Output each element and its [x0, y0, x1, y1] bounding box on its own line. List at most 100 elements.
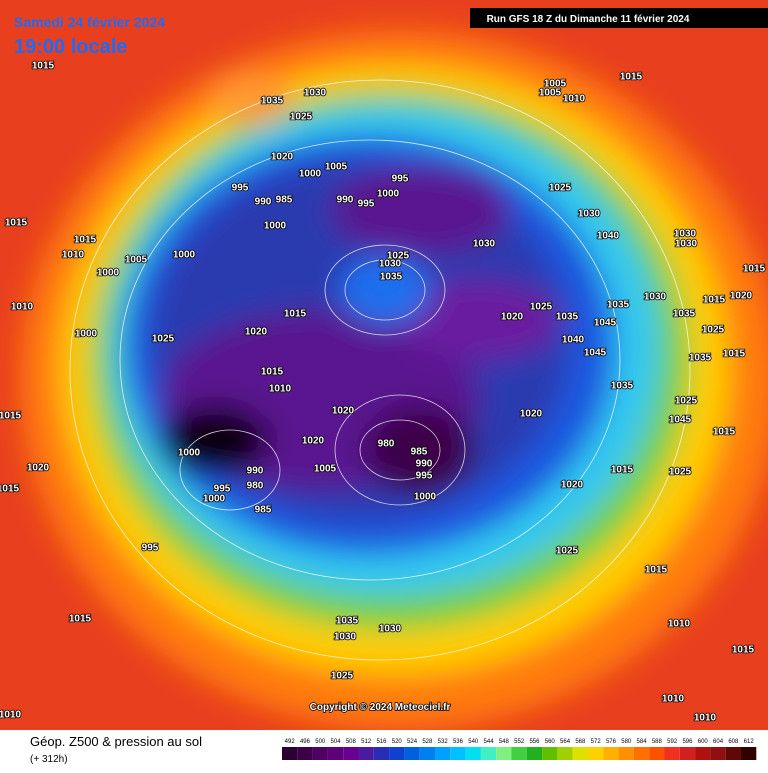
pressure-label: 1015	[69, 614, 92, 625]
geopotential-field	[0, 0, 768, 730]
pressure-label: 1030	[379, 624, 402, 635]
pressure-label: 1015	[0, 484, 20, 495]
scale-cell	[282, 747, 298, 760]
scale-cell	[419, 747, 435, 760]
pressure-label: 1020	[27, 463, 50, 474]
pressure-label: 1015	[703, 295, 726, 306]
pressure-label: 1035	[556, 312, 579, 323]
scale-cell	[679, 747, 696, 760]
pressure-label: 1035	[261, 96, 284, 107]
time: 19:00 locale	[14, 36, 127, 58]
pressure-label: 1030	[473, 239, 496, 250]
scale-label: 512	[361, 739, 372, 745]
scale-cell	[542, 747, 558, 760]
pressure-label: 1010	[662, 694, 685, 705]
pressure-label: 1010	[563, 94, 586, 105]
pressure-label: 980	[247, 481, 264, 492]
scale-cell	[465, 747, 481, 760]
pressure-label: 1030	[334, 632, 357, 643]
pressure-label: 1000	[97, 268, 120, 279]
copyright: Copyright © 2024 Meteociel.fr	[310, 702, 451, 713]
pressure-label: 1010	[11, 302, 34, 313]
scale-cell	[557, 747, 573, 760]
scale-label: 588	[652, 739, 663, 745]
pressure-label: 1025	[387, 251, 410, 262]
pressure-label: 1020	[501, 312, 524, 323]
lead-time: (+ 312h)	[30, 754, 68, 765]
scale-label: 524	[407, 739, 418, 745]
pressure-label: 985	[411, 447, 428, 458]
pressure-label: 1025	[290, 112, 313, 123]
pressure-label: 1035	[673, 309, 696, 320]
scale-cell	[358, 747, 374, 760]
pressure-label: 1005	[125, 255, 148, 266]
pressure-label: 1015	[5, 218, 28, 229]
scale-cell	[496, 747, 512, 760]
pressure-label: 1000	[414, 492, 437, 503]
pressure-label: 990	[416, 459, 433, 470]
scale-label: 596	[682, 739, 693, 745]
pressure-label: 995	[232, 183, 249, 194]
scale-label: 516	[376, 739, 387, 745]
date: Samedi 24 février 2024	[14, 14, 165, 30]
run-info: Run GFS 18 Z du Dimanche 11 février 2024	[487, 14, 690, 25]
scale-label: 532	[438, 739, 449, 745]
scale-cell	[389, 747, 405, 760]
pressure-label: 1035	[689, 353, 712, 364]
pressure-label: 1000	[299, 169, 322, 180]
scale-cell	[404, 747, 420, 760]
pressure-label: 1030	[644, 292, 667, 303]
scale-cell	[327, 747, 344, 760]
scale-cell	[588, 747, 604, 760]
pressure-label: 1010	[62, 250, 85, 261]
pressure-label: 1030	[674, 229, 697, 240]
run-banner	[470, 8, 768, 28]
pressure-label: 1010	[668, 619, 691, 630]
pressure-label: 1040	[562, 335, 585, 346]
pressure-label: 990	[255, 197, 272, 208]
pressure-label: 1015	[723, 349, 746, 360]
scale-label: 572	[591, 739, 602, 745]
pressure-label: 980	[378, 439, 395, 450]
pressure-label: 1000	[264, 221, 287, 232]
pressure-label: 1015	[732, 645, 755, 656]
scale-label: 540	[468, 739, 479, 745]
scale-cell	[297, 747, 313, 760]
pressure-label: 1010	[269, 384, 292, 395]
scale-cell	[450, 747, 466, 760]
pressure-label: 1020	[332, 406, 355, 417]
pressure-label: 1020	[302, 436, 325, 447]
scale-cell	[526, 747, 543, 760]
pressure-label: 1045	[669, 415, 692, 426]
pressure-label: 1035	[380, 272, 403, 283]
pressure-label: 1040	[597, 231, 620, 242]
scale-label: 580	[621, 739, 632, 745]
scale-cell	[618, 747, 634, 760]
pressure-label: 990	[337, 195, 354, 206]
scale-cell	[435, 747, 451, 760]
pressure-label: 990	[247, 466, 264, 477]
pressure-label: 1015	[620, 72, 643, 83]
pressure-label: 1015	[261, 367, 284, 378]
scale-label: 552	[514, 739, 525, 745]
pressure-label: 1010	[694, 713, 717, 724]
scale-label: 520	[392, 739, 403, 745]
pressure-label: 1045	[584, 348, 607, 359]
scale-label: 592	[667, 739, 678, 745]
pressure-label: 995	[392, 174, 409, 185]
pressure-label: 1000	[173, 250, 196, 261]
pressure-label: 995	[142, 543, 159, 554]
pressure-label: 1015	[74, 235, 97, 246]
pressure-label: 985	[255, 505, 272, 516]
pressure-label: 1025	[556, 546, 579, 557]
scale-label: 528	[422, 739, 433, 745]
pressure-label: 1025	[669, 467, 692, 478]
scale-label: 500	[315, 739, 326, 745]
scale-label: 508	[346, 739, 357, 745]
pressure-label: 1015	[0, 411, 22, 422]
scale-label: 496	[300, 739, 311, 745]
pressure-label: 1000	[75, 329, 98, 340]
pressure-label: 995	[358, 199, 375, 210]
pressure-label: 1025	[331, 671, 354, 682]
pressure-label: 1025	[530, 302, 553, 313]
